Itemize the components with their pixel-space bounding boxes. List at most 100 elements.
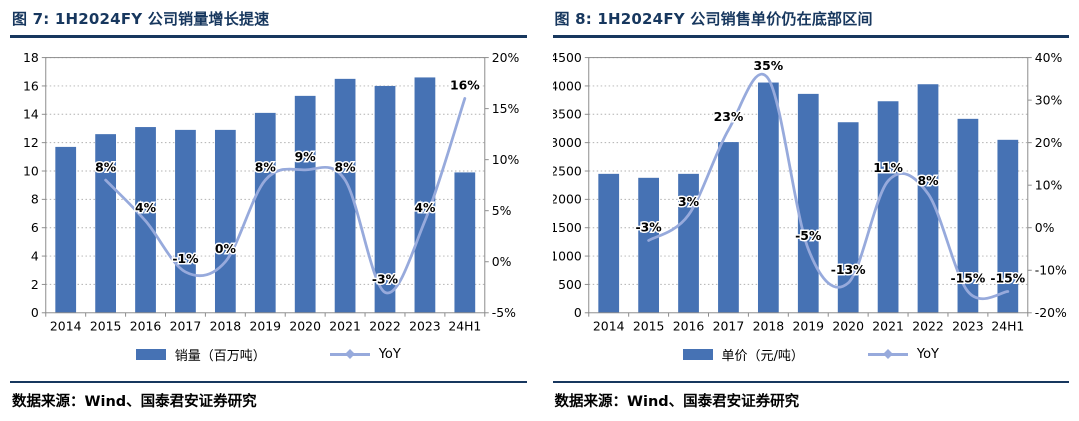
bar-series-swatch: [135, 348, 166, 360]
svg-text:2: 2: [31, 278, 39, 292]
bar-series-label: 销量（百万吨）: [174, 348, 266, 364]
svg-text:-5%: -5%: [492, 306, 516, 320]
figure-8-title: 图 8: 1H2024FY 公司销售单价仍在底部区间: [552, 5, 1069, 38]
figure-8-chart-area: 0 500 1000 1500 2000 2500 3000 3500 4000 4500 -20%…: [553, 42, 1070, 342]
svg-text:2019: 2019: [249, 319, 281, 333]
svg-text:4000: 4000: [553, 79, 582, 93]
line-series-swatch: [867, 349, 908, 359]
svg-text:2014: 2014: [592, 319, 624, 333]
svg-text:4500: 4500: [553, 51, 582, 65]
svg-text:2017: 2017: [170, 319, 202, 333]
svg-text:3500: 3500: [553, 108, 582, 122]
svg-text:-1%: -1%: [172, 252, 198, 266]
line-series-swatch: [329, 349, 370, 359]
svg-text:-3%: -3%: [635, 221, 661, 235]
svg-text:3%: 3%: [678, 195, 699, 209]
svg-text:2023: 2023: [952, 319, 984, 333]
svg-text:10%: 10%: [492, 153, 520, 167]
svg-text:40%: 40%: [1034, 51, 1062, 65]
svg-text:2014: 2014: [50, 319, 82, 333]
figure-8-chart-svg: 0 500 1000 1500 2000 2500 3000 3500 4000 4500 -20%…: [553, 51, 1067, 333]
svg-text:10: 10: [23, 164, 39, 178]
figure-7-legend: 销量（百万吨） YoY: [10, 342, 527, 366]
figure-7: 图 7: 1H2024FY 公司销量增长提速 0 2 4 6 8 10 12 14 16 18 -5…: [10, 5, 527, 413]
svg-text:2023: 2023: [409, 319, 441, 333]
line-marker-diamond-icon: [344, 349, 355, 359]
svg-text:2018: 2018: [210, 319, 242, 333]
line-marker-diamond-icon: [882, 349, 893, 359]
figure-8: 图 8: 1H2024FY 公司销售单价仍在底部区间 0 500 1000 1500 2…: [552, 5, 1070, 413]
svg-text:8: 8: [31, 193, 39, 207]
line-series-label: YoY: [378, 346, 401, 362]
svg-text:8%: 8%: [95, 160, 116, 174]
legend-item-line: YoY: [329, 346, 401, 362]
svg-text:1000: 1000: [553, 250, 582, 264]
legend-item-bar: 单价（元/吨）: [682, 345, 804, 364]
svg-text:-3%: -3%: [372, 273, 398, 287]
svg-text:2021: 2021: [872, 319, 904, 333]
svg-text:2020: 2020: [832, 319, 864, 333]
svg-text:2022: 2022: [369, 319, 401, 333]
svg-text:4%: 4%: [414, 201, 435, 215]
figure-7-source: 数据来源：Wind、国泰君安证券研究: [10, 381, 527, 413]
svg-text:3000: 3000: [553, 136, 582, 150]
figure-7-title: 图 7: 1H2024FY 公司销量增长提速: [10, 5, 527, 38]
svg-text:0%: 0%: [215, 242, 236, 256]
svg-text:8%: 8%: [335, 160, 356, 174]
bar-series-label: 单价（元/吨）: [721, 348, 804, 364]
svg-text:24H1: 24H1: [448, 319, 481, 333]
svg-text:16: 16: [23, 79, 39, 93]
legend-item-bar: 销量（百万吨）: [135, 345, 266, 364]
svg-text:0: 0: [573, 306, 581, 320]
bar-series-swatch: [682, 348, 713, 360]
svg-text:35%: 35%: [753, 59, 783, 73]
svg-text:11%: 11%: [873, 161, 903, 175]
svg-text:14: 14: [23, 108, 39, 122]
svg-text:15%: 15%: [492, 102, 520, 116]
svg-text:-5%: -5%: [795, 229, 821, 243]
svg-text:0: 0: [31, 306, 39, 320]
svg-text:5%: 5%: [492, 204, 512, 218]
svg-text:20%: 20%: [492, 51, 520, 65]
svg-text:2016: 2016: [672, 319, 704, 333]
svg-text:8%: 8%: [917, 174, 938, 188]
svg-text:12: 12: [23, 136, 39, 150]
svg-text:2017: 2017: [712, 319, 744, 333]
svg-text:2021: 2021: [329, 319, 361, 333]
svg-text:23%: 23%: [713, 110, 743, 124]
svg-text:18: 18: [23, 51, 39, 65]
svg-text:24H1: 24H1: [991, 319, 1024, 333]
svg-text:2016: 2016: [130, 319, 162, 333]
svg-text:0%: 0%: [492, 255, 512, 269]
svg-text:9%: 9%: [295, 150, 316, 164]
svg-text:2019: 2019: [792, 319, 824, 333]
svg-text:30%: 30%: [1034, 94, 1062, 108]
svg-text:10%: 10%: [1034, 179, 1062, 193]
svg-text:2000: 2000: [553, 193, 582, 207]
svg-text:-13%: -13%: [830, 263, 865, 277]
line-series-label: YoY: [916, 346, 939, 362]
svg-text:4: 4: [31, 250, 39, 264]
legend-item-line: YoY: [867, 346, 939, 362]
svg-text:2018: 2018: [752, 319, 784, 333]
svg-text:2500: 2500: [553, 164, 582, 178]
svg-text:16%: 16%: [450, 79, 480, 93]
svg-text:1500: 1500: [553, 221, 582, 235]
figure-8-legend: 单价（元/吨） YoY: [553, 342, 1070, 366]
svg-text:500: 500: [558, 278, 582, 292]
svg-text:2020: 2020: [289, 319, 321, 333]
svg-text:20%: 20%: [1034, 136, 1062, 150]
svg-text:2015: 2015: [90, 319, 122, 333]
svg-text:-15%: -15%: [950, 272, 985, 286]
svg-text:0%: 0%: [1034, 221, 1054, 235]
figure-7-chart-svg: 0 2 4 6 8 10 12 14 16 18 -5% 0% 5% 10% 15% 20% 2014 2015 2…: [23, 51, 520, 333]
figure-8-source: 数据来源：Wind、国泰君安证券研究: [552, 381, 1069, 413]
figure-7-chart-area: 0 2 4 6 8 10 12 14 16 18 -5% 0% 5% 10% 15% 20% 2014 2015 2…: [10, 42, 527, 342]
svg-text:2015: 2015: [632, 319, 664, 333]
svg-text:2022: 2022: [912, 319, 944, 333]
svg-text:4%: 4%: [135, 201, 156, 215]
svg-text:-15%: -15%: [990, 272, 1025, 286]
svg-text:-20%: -20%: [1034, 306, 1066, 320]
svg-text:6: 6: [31, 221, 39, 235]
